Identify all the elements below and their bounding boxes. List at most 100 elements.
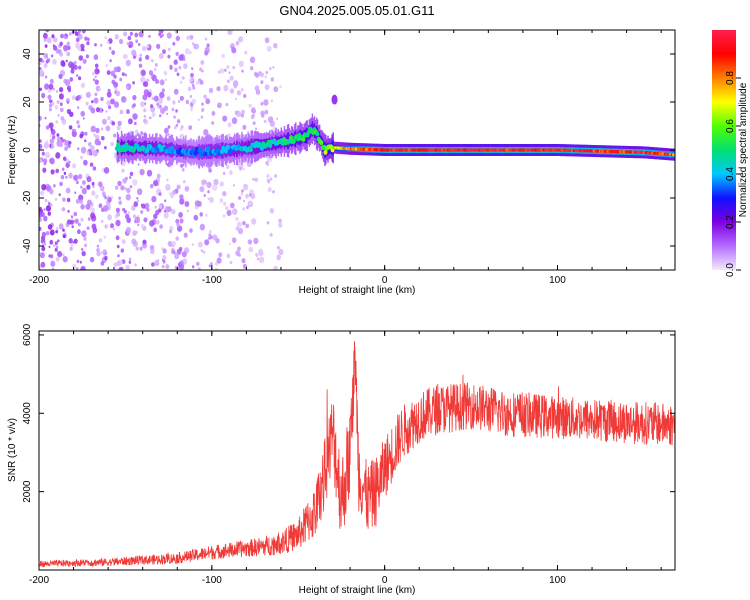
- heatmap-cell: [162, 260, 166, 264]
- heatmap-cell: [183, 232, 188, 238]
- heatmap-cell: [65, 175, 68, 179]
- colorbar-ticks: 0.0 0.2 0.4 0.6 0.8: [725, 71, 741, 277]
- x-tick-label: 0: [382, 275, 388, 286]
- heatmap-cell: [244, 50, 248, 55]
- heatmap-cell: [141, 203, 146, 209]
- heatmap-cell: [48, 245, 51, 249]
- heatmap-cell: [200, 60, 205, 65]
- heatmap-cell: [140, 131, 144, 136]
- heatmap-cell: [242, 167, 245, 171]
- heatmap-cell: [68, 172, 73, 179]
- heatmap-cell: [149, 245, 154, 251]
- heatmap-cell: [122, 207, 126, 212]
- heatmap-cell: [301, 136, 306, 142]
- heatmap-cell: [222, 115, 228, 122]
- heatmap-cell: [55, 152, 61, 159]
- heatmap-cell: [52, 58, 57, 65]
- heatmap-cell: [151, 59, 154, 63]
- heatmap-cell: [78, 76, 82, 81]
- heatmap-cell: [60, 137, 63, 140]
- heatmap-cell: [44, 44, 48, 48]
- heatmap-cell: [126, 41, 129, 46]
- heatmap-cell: [258, 256, 265, 264]
- heatmap-cell: [158, 30, 164, 34]
- heatmap-cell: [65, 162, 70, 168]
- heatmap-cell: [120, 248, 125, 253]
- heatmap-cell: [319, 140, 324, 146]
- y-tick-label: 40: [22, 48, 33, 60]
- colorbar: 0.0 0.2 0.4 0.6 0.8 Normalized spectral ampl…: [712, 30, 749, 277]
- heatmap-cell: [78, 30, 81, 34]
- heatmap-cell: [263, 99, 269, 106]
- heatmap-cell: [190, 72, 194, 78]
- heatmap-cell: [133, 121, 137, 126]
- heatmap-cell: [97, 140, 102, 146]
- heatmap-cell: [156, 43, 161, 50]
- heatmap-cell: [100, 127, 104, 131]
- heatmap-cell: [135, 230, 138, 235]
- heatmap-cell: [238, 253, 241, 257]
- heatmap-cell: [178, 54, 184, 61]
- heatmap-cell: [264, 75, 268, 79]
- heatmap-cell: [110, 141, 115, 147]
- heatmap-cell: [260, 101, 264, 106]
- heatmap-cell: [243, 183, 249, 191]
- colorbar-gradient: [712, 30, 736, 270]
- heatmap-cell: [59, 52, 63, 57]
- heatmap-cell: [125, 213, 130, 220]
- heatmap-cell: [128, 260, 132, 264]
- heatmap-cell: [50, 143, 55, 149]
- heatmap-cell: [125, 193, 131, 201]
- heatmap-cell: [86, 226, 90, 231]
- heatmap-cell: [149, 220, 155, 227]
- heatmap-cell: [227, 30, 233, 36]
- heatmap-cell: [219, 198, 224, 203]
- heatmap-cell: [49, 229, 55, 236]
- heatmap-cell: [203, 151, 208, 157]
- heatmap-cell: [154, 205, 157, 209]
- heatmap-cell: [251, 218, 257, 225]
- heatmap-cell: [250, 107, 256, 114]
- heatmap-cell: [121, 72, 125, 76]
- heatmap-cell: [73, 174, 79, 182]
- heatmap-cell: [245, 193, 249, 199]
- heatmap-outlier: [331, 94, 338, 105]
- heatmap-cell: [115, 185, 119, 190]
- heatmap-cell: [198, 241, 203, 248]
- heatmap-cell: [131, 205, 136, 211]
- heatmap-cell: [151, 195, 157, 203]
- heatmap-cell: [86, 151, 90, 156]
- heatmap-cell: [60, 175, 65, 180]
- heatmap-cell: [132, 113, 138, 120]
- heatmap-cell: [266, 178, 270, 183]
- heatmap-cell: [108, 105, 112, 110]
- heatmap-cell: [39, 217, 42, 222]
- heatmap-cell: [110, 195, 114, 199]
- heatmap-cell: [164, 127, 169, 134]
- heatmap-cell: [39, 252, 45, 259]
- heatmap-cell: [100, 261, 105, 266]
- heatmap-cell: [127, 211, 131, 215]
- heatmap-cell: [142, 46, 147, 52]
- heatmap-cell: [100, 251, 104, 255]
- heatmap-cell: [252, 178, 255, 181]
- heatmap-cell: [226, 209, 232, 216]
- heatmap-cell: [179, 127, 183, 131]
- heatmap-cell: [206, 181, 212, 189]
- heatmap-cell: [209, 235, 213, 240]
- heatmap-cell: [77, 45, 82, 51]
- heatmap-cell: [56, 227, 59, 231]
- heatmap-cell: [324, 141, 326, 159]
- heatmap-cell: [66, 101, 69, 104]
- heatmap-cell: [137, 223, 140, 227]
- heatmap-cell: [81, 250, 86, 257]
- heatmap-cell: [248, 246, 254, 253]
- heatmap-cell: [264, 109, 269, 115]
- heatmap-cell: [77, 147, 80, 151]
- heatmap-cell: [223, 84, 229, 92]
- heatmap-cell: [158, 53, 164, 60]
- heatmap-cell: [264, 37, 270, 44]
- heatmap-cell: [231, 47, 237, 54]
- heatmap-cell: [140, 69, 146, 77]
- heatmap-cell: [39, 87, 42, 92]
